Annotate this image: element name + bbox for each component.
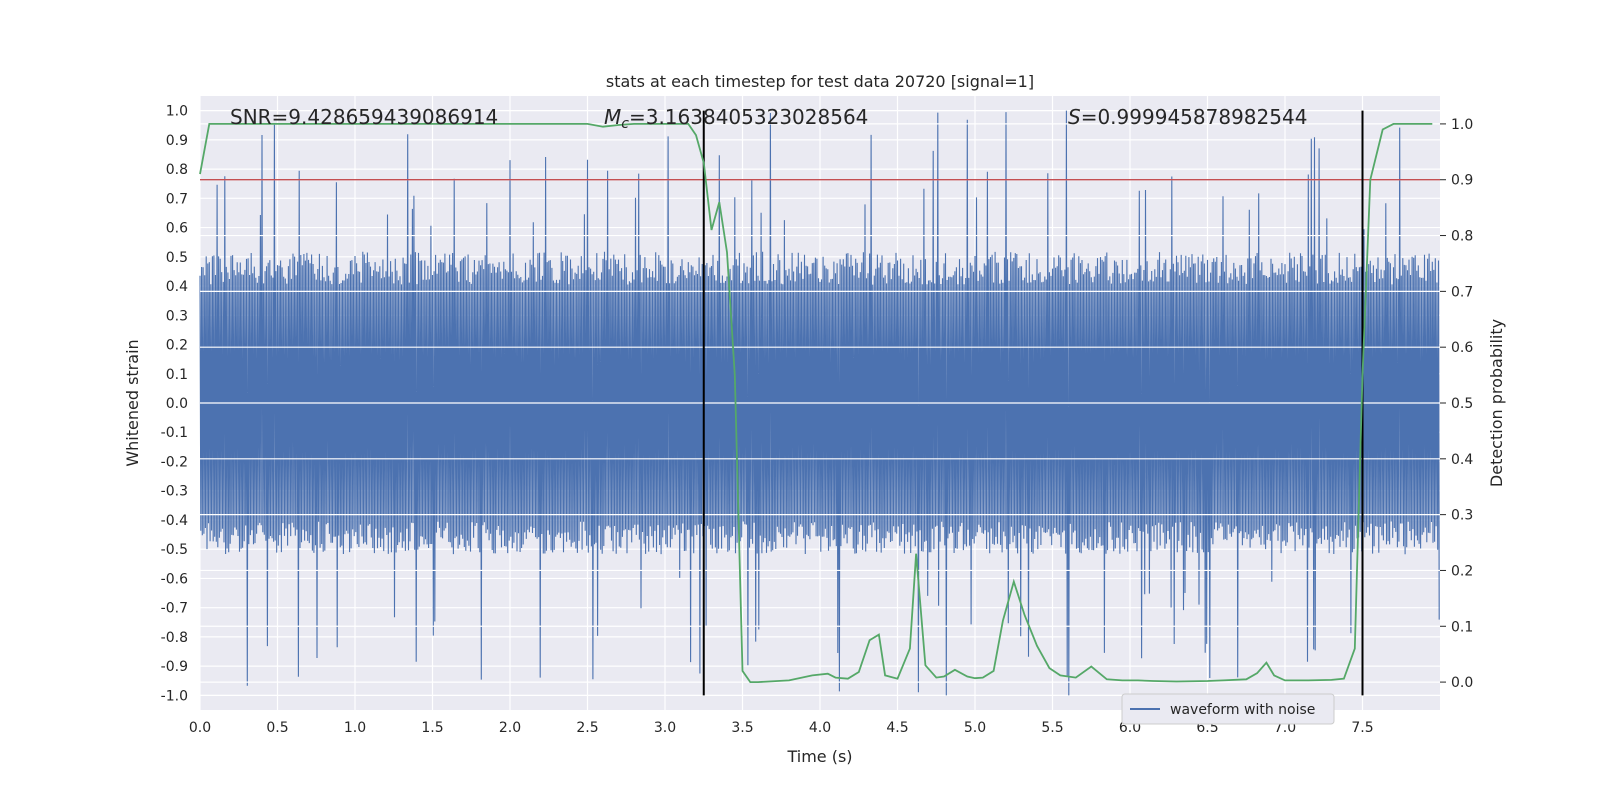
x-tick-label: 5.5 bbox=[1041, 720, 1063, 736]
legend-label: waveform with noise bbox=[1170, 702, 1315, 718]
y-left-tick-label: 0.0 bbox=[166, 396, 188, 412]
y-left-tick-label: -0.4 bbox=[161, 513, 188, 529]
y-axis-left-label: Whitened strain bbox=[123, 339, 142, 466]
snr-annotation: SNR=9.428659439086914 bbox=[230, 105, 498, 129]
waveform-series bbox=[199, 110, 1440, 696]
x-tick-label: 3.0 bbox=[654, 720, 676, 736]
y-left-tick-label: 1.0 bbox=[166, 104, 188, 120]
y-left-tick-label: -0.1 bbox=[161, 425, 188, 441]
y-left-tick-label: 0.9 bbox=[166, 133, 188, 149]
chirp-mass-value: =3.1638405323028564 bbox=[629, 105, 868, 129]
y-right-tick-label: 0.1 bbox=[1451, 619, 1473, 635]
y-right-tick-label: 0.8 bbox=[1451, 229, 1473, 245]
x-tick-label: 1.5 bbox=[421, 720, 443, 736]
y-left-tick-label: -0.3 bbox=[161, 484, 188, 500]
y-right-tick-label: 0.9 bbox=[1451, 173, 1473, 189]
y-left-tick-label: 0.1 bbox=[166, 367, 188, 383]
waveform-line bbox=[199, 110, 1440, 696]
y-right-tick-label: 0.6 bbox=[1451, 340, 1473, 356]
y-right-tick-label: 1.0 bbox=[1451, 117, 1473, 133]
y-left-tick-label: -0.7 bbox=[161, 601, 188, 617]
y-left-tick-label: 0.5 bbox=[166, 250, 188, 266]
x-tick-label: 3.5 bbox=[731, 720, 753, 736]
y-right-tick-label: 0.5 bbox=[1451, 396, 1473, 412]
y-right-tick-label: 0.2 bbox=[1451, 563, 1473, 579]
y-left-tick-label: -0.8 bbox=[161, 630, 188, 646]
score-value: =0.999945878982544 bbox=[1081, 105, 1308, 129]
y-left-tick-label: -1.0 bbox=[161, 688, 188, 704]
axes-layer: 0.0 0.5 1.0 1.5 2.0 2.5 3.0 3.5 4.0 4.5 5.0 5.5 6.0 6… bbox=[161, 104, 1474, 736]
y-left-tick-label: -0.5 bbox=[161, 542, 188, 558]
y-left-tick-label: 0.8 bbox=[166, 162, 188, 178]
x-tick-label: 2.5 bbox=[576, 720, 598, 736]
y-left-tick-label: 0.2 bbox=[166, 338, 188, 354]
y-left-tick-label: -0.9 bbox=[161, 659, 188, 675]
y-right-tick-label: 0.3 bbox=[1451, 508, 1473, 524]
chirp-mass-symbol: M bbox=[604, 105, 621, 129]
x-tick-label: 5.0 bbox=[964, 720, 986, 736]
y-right-tick-label: 0.7 bbox=[1451, 284, 1473, 300]
x-tick-label: 0.0 bbox=[189, 720, 211, 736]
y-left-tick-label: 0.3 bbox=[166, 308, 188, 324]
score-symbol: S bbox=[1068, 105, 1081, 129]
y-left-tick-label: -0.6 bbox=[161, 571, 188, 587]
score-annotation: S=0.999945878982544 bbox=[1068, 105, 1307, 129]
x-tick-label: 4.0 bbox=[809, 720, 831, 736]
x-tick-label: 0.5 bbox=[266, 720, 288, 736]
x-axis-label: Time (s) bbox=[786, 747, 852, 766]
y-left-tick-label: -0.2 bbox=[161, 454, 188, 470]
y-left-tick-label: 0.7 bbox=[166, 191, 188, 207]
x-tick-label: 2.0 bbox=[499, 720, 521, 736]
chirp-mass-annotation: Mc=3.1638405323028564 bbox=[604, 105, 868, 132]
probability-line bbox=[199, 123, 1433, 683]
x-tick-label: 4.5 bbox=[886, 720, 908, 736]
y-right-tick-label: 0.4 bbox=[1451, 452, 1473, 468]
x-tick-label: 7.5 bbox=[1351, 720, 1373, 736]
chirp-mass-subscript: c bbox=[621, 116, 629, 132]
legend-box bbox=[1121, 693, 1335, 725]
x-tick-label: 1.0 bbox=[344, 720, 366, 736]
y-left-tick-label: 0.4 bbox=[166, 279, 188, 295]
y-axis-right-label: Detection probability bbox=[1487, 319, 1506, 487]
legend: waveform with noise bbox=[1121, 693, 1335, 725]
y-left-tick-label: 0.6 bbox=[166, 221, 188, 237]
y-right-tick-label: 0.0 bbox=[1451, 675, 1473, 691]
chart-title: stats at each timestep for test data 207… bbox=[606, 72, 1034, 91]
probability-series bbox=[199, 123, 1433, 683]
